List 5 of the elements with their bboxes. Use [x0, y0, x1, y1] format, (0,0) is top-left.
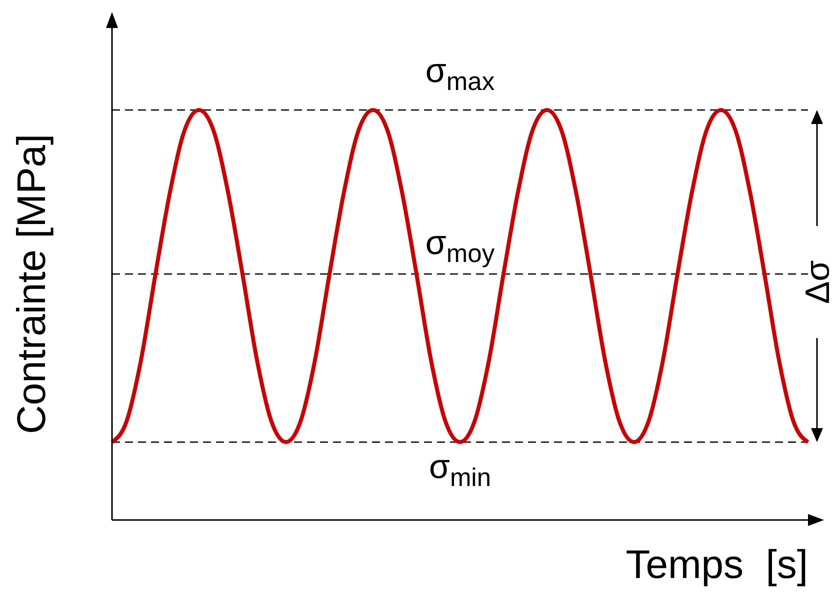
x-axis-title: Temps [s] [626, 543, 808, 587]
ref-line-label: σ$_{moy}$ [425, 224, 495, 268]
ref-line-label: σ$_{min}$ [428, 448, 492, 492]
ref-line-label: σ$_{max}$ [425, 52, 495, 96]
y-axis-title: Contrainte [MPa] [10, 134, 54, 434]
